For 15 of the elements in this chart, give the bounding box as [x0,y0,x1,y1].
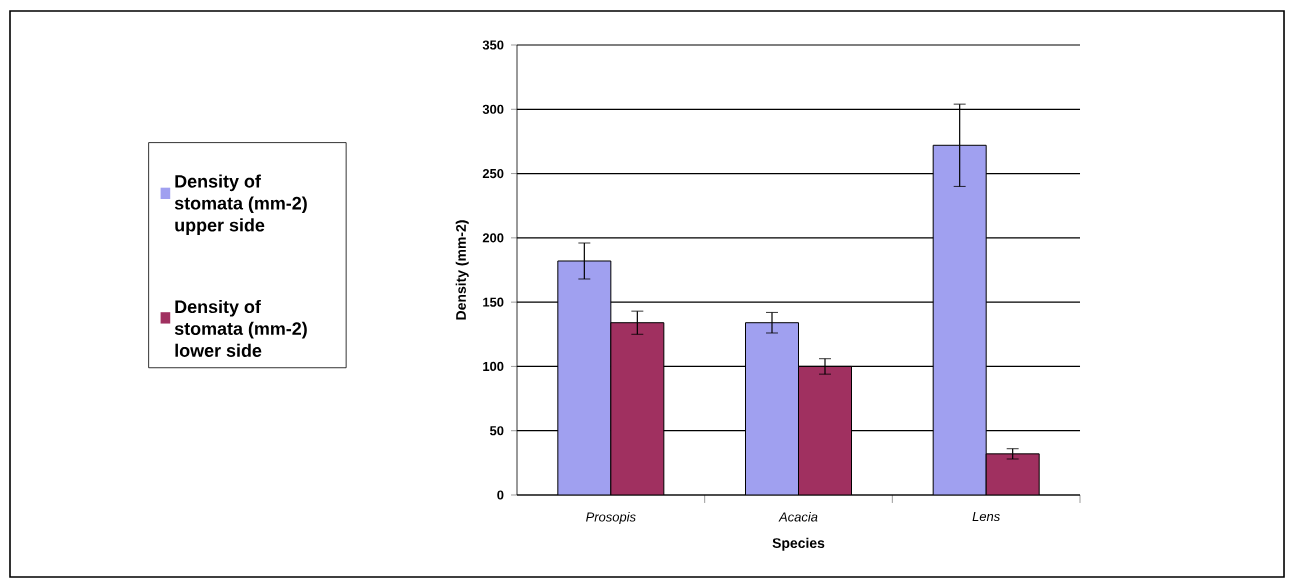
legend-label: Density of stomata (mm-2) upper side [174,174,307,236]
y-tick-label: 150 [483,297,504,307]
y-tick-label: 0 [497,490,504,500]
x-axis-title: Species [772,537,825,551]
legend-label: Density of stomata (mm-2) lower side [174,299,307,357]
y-tick-label: 250 [482,168,504,179]
x-tick-label: Acacia [778,512,818,522]
x-tick-label: Prosopis [586,512,636,525]
y-tick-label: 200 [482,233,504,243]
x-tick-label: Lens [972,512,1000,522]
y-tick-label: 50 [489,426,504,436]
y-tick-label: 300 [482,104,504,114]
y-axis-title: Density (mm-2) [455,220,469,320]
y-tick-label: 100 [483,361,504,372]
y-tick-label: 350 [482,40,504,50]
